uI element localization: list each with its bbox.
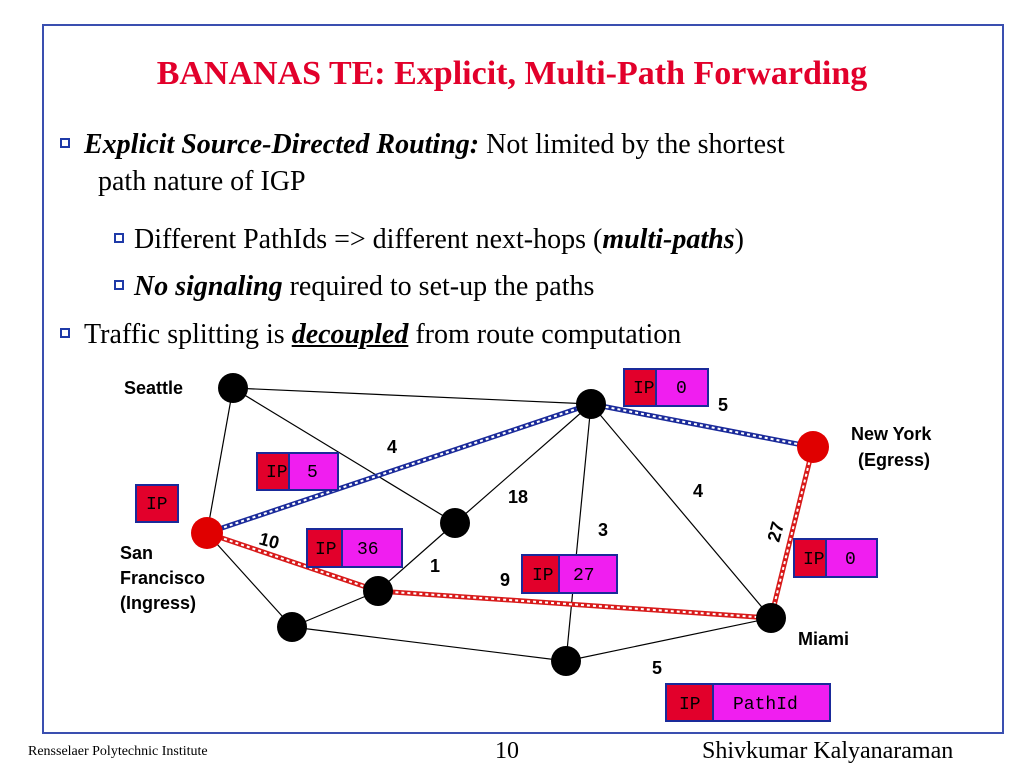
bullet-3-bold: No signaling [134, 271, 283, 302]
tag-mid-pathid: 36 [357, 540, 379, 560]
bullet-box-icon [114, 232, 124, 243]
footer-page-number: 10 [495, 738, 519, 764]
network-links [206, 387, 772, 662]
red-path [206, 446, 816, 621]
footer-author: Shivkumar Kalyanaraman [702, 738, 954, 764]
label-ny-line2: (Egress) [858, 450, 930, 470]
slide-border [42, 24, 1004, 734]
weight-5-top: 5 [718, 395, 728, 415]
link-f-e [291, 626, 567, 662]
label-sf-line2: Francisco [120, 568, 205, 588]
weight-4-b: 4 [693, 481, 703, 501]
link-f-d [291, 590, 379, 628]
weight-9: 9 [500, 570, 510, 590]
packet-tag-right: IP 0 [793, 538, 878, 578]
bullet-4: Traffic splitting is decoupled from rout… [60, 316, 681, 353]
bullet-1-bold: Explicit Source-Directed Routing: [84, 129, 480, 160]
network-nodes [191, 373, 829, 676]
node-seattle [218, 373, 248, 403]
label-ny-line1: New York [851, 424, 932, 444]
tag-legend-pathid: PathId [733, 695, 798, 715]
bullet-1-rest: Not limited by the shortest [479, 129, 785, 160]
bullet-box-icon [60, 137, 70, 148]
footer-institution: Rensselaer Polytechnic Institute [28, 744, 208, 759]
bullet-box-icon [114, 279, 124, 290]
node-san-francisco [191, 517, 223, 549]
link-sf-f [206, 532, 293, 628]
label-miami: Miami [798, 629, 849, 649]
node-lower-center [363, 576, 393, 606]
link-a-miami [590, 403, 772, 619]
packet-tag-mid: IP 36 [306, 528, 403, 568]
link-a-e [565, 403, 592, 662]
tag-mid-ip: IP [315, 540, 337, 560]
bullet-1-line2: path nature of IGP [98, 166, 306, 197]
tag-right-ip: IP [803, 550, 825, 570]
link-seattle-a [232, 387, 592, 405]
node-hub [576, 389, 606, 419]
weight-5-bottom: 5 [652, 658, 662, 678]
bullet-2-end: ) [734, 224, 744, 255]
packet-tag-ingress: IP [135, 484, 179, 523]
link-c-a [454, 403, 592, 524]
bullet-3-rest: required to set-up the paths [282, 271, 595, 302]
node-miami [756, 603, 786, 633]
weight-18: 18 [508, 487, 528, 507]
weight-3: 3 [598, 520, 608, 540]
tag-center-pathid: 27 [573, 566, 595, 586]
bullet-4-end: from route computation [408, 319, 682, 350]
packet-tag-left: IP 5 [256, 452, 339, 491]
node-lower-left [277, 612, 307, 642]
packet-tag-top: IP 0 [623, 368, 709, 407]
tag-top-ip: IP [633, 379, 655, 399]
node-center [440, 508, 470, 538]
weight-1: 1 [430, 556, 440, 576]
bullet-2: Different PathIds => different next-hops… [114, 221, 744, 258]
bullet-4-bold: decoupled [291, 319, 409, 350]
node-bottom [551, 646, 581, 676]
bullet-box-icon [60, 327, 70, 338]
packet-tag-legend: IP PathId [665, 683, 831, 722]
tag-legend-ip: IP [679, 695, 701, 715]
tag-left-pathid: 5 [307, 463, 318, 483]
tag-center-ip: IP [532, 566, 554, 586]
link-c-d [377, 522, 456, 592]
red-path-dash [206, 446, 814, 620]
label-seattle: Seattle [124, 378, 183, 398]
bullet-2-bold: multi-paths [602, 224, 735, 255]
link-seattle-c [232, 387, 456, 524]
bullet-4-text: Traffic splitting is [84, 319, 292, 350]
slide-title: BANANAS TE: Explicit, Multi-Path Forward… [156, 55, 868, 92]
weight-27: 27 [764, 520, 789, 545]
tag-right-pathid: 0 [845, 550, 856, 570]
tag-left-ip: IP [266, 463, 288, 483]
label-sf-line3: (Ingress) [120, 593, 196, 613]
label-sf-line1: San [120, 543, 153, 563]
weight-4-a: 4 [387, 437, 397, 457]
link-seattle-sf [206, 387, 234, 534]
tag-ingress-ip: IP [146, 495, 168, 515]
bullet-1: Explicit Source-Directed Routing: Not li… [60, 126, 785, 163]
bullet-2-text: Different PathIds => different next-hops… [134, 224, 603, 255]
link-e-miami [565, 617, 772, 662]
tag-top-pathid: 0 [676, 379, 687, 399]
bullet-3: No signaling required to set-up the path… [114, 268, 594, 305]
node-new-york [797, 431, 829, 463]
packet-tag-center: IP 27 [521, 554, 618, 594]
